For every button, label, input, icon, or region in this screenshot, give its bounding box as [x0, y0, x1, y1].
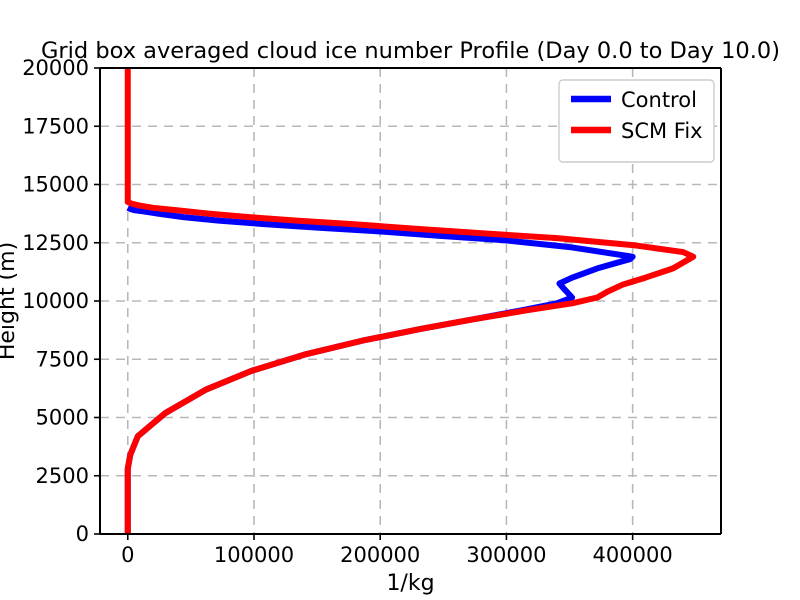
x-tick-label-2: 200000 [340, 543, 420, 567]
y-tick-label-6: 15000 [22, 173, 89, 197]
y-tick-label-0: 0 [76, 522, 89, 546]
x-tick-label-0: 0 [121, 543, 134, 567]
y-tick-label-2: 5000 [36, 406, 89, 430]
legend-label-control: Control [621, 88, 697, 112]
axis-tickmarks [94, 67, 634, 540]
data-series-group [124, 68, 697, 534]
axes-spines [99, 67, 722, 535]
x-axis-label: 1/kg [386, 571, 434, 596]
series-line-scm-fix [124, 68, 697, 534]
y-tick-label-4: 10000 [22, 289, 89, 313]
y-tick-label-1: 2500 [36, 464, 89, 488]
y-axis-tick-labels: 0 2500 5000 7500 10000 12500 15000 17500 20000 [22, 56, 89, 546]
y-tick-label-7: 17500 [22, 114, 89, 138]
y-tick-label-8: 20000 [22, 56, 89, 80]
x-tick-label-3: 300000 [466, 543, 546, 567]
chart-legend[interactable]: Control SCM Fix [558, 79, 715, 163]
y-axis-label: Height (m) [0, 242, 20, 360]
x-tick-label-4: 400000 [593, 543, 673, 567]
x-tick-label-1: 100000 [214, 543, 294, 567]
x-axis-tick-labels: 0 100000 200000 300000 400000 [121, 543, 673, 567]
chart-title: Grid box averaged cloud ice number Profi… [41, 38, 780, 64]
legend-label-scm-fix: SCM Fix [621, 119, 703, 143]
y-tick-label-3: 7500 [36, 347, 89, 371]
y-tick-label-5: 12500 [22, 231, 89, 255]
